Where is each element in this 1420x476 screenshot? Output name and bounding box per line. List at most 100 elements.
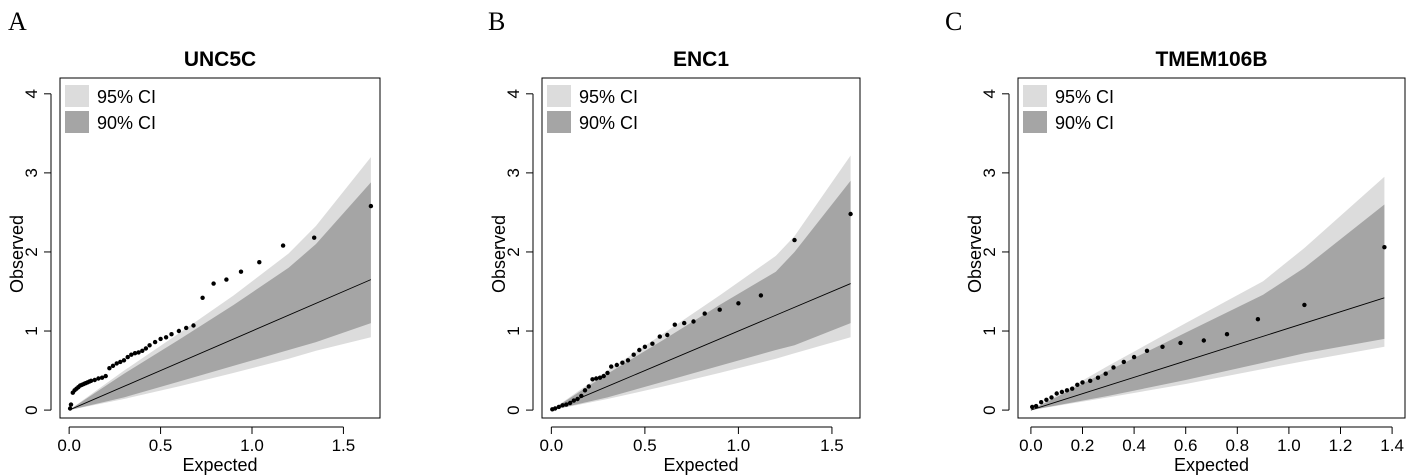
y-tick-label: 4 bbox=[504, 89, 523, 98]
data-point bbox=[620, 360, 625, 365]
panel-b: B ENC1 0.0 0.5 1.0 1.5 Expected 0 1 2 3 4 Observed 95… bbox=[488, 7, 861, 475]
legend-label-ci95: 95% CI bbox=[1055, 87, 1114, 107]
data-point bbox=[625, 358, 631, 363]
data-point bbox=[1121, 359, 1127, 365]
data-point bbox=[672, 322, 677, 327]
x-tick-label: 1.5 bbox=[332, 436, 356, 455]
data-point bbox=[567, 400, 573, 406]
data-point bbox=[736, 301, 741, 306]
data-point bbox=[1070, 386, 1075, 391]
reference-line bbox=[551, 283, 851, 411]
data-point bbox=[152, 339, 158, 345]
x-tick-label: 0.0 bbox=[57, 436, 81, 455]
data-point bbox=[1255, 317, 1261, 322]
panel-letter: C bbox=[945, 7, 962, 36]
x-tick-label: 1.0 bbox=[727, 436, 751, 455]
panel-letter: A bbox=[8, 7, 27, 36]
legend-label-ci90: 90% CI bbox=[1055, 113, 1114, 133]
data-point bbox=[103, 373, 108, 379]
data-point bbox=[594, 376, 599, 381]
data-point bbox=[169, 332, 174, 337]
data-point bbox=[163, 335, 169, 340]
data-point bbox=[605, 370, 610, 376]
data-point bbox=[1111, 365, 1116, 370]
data-point bbox=[1160, 344, 1165, 349]
x-tick-label: 0.5 bbox=[633, 436, 657, 455]
data-point bbox=[68, 402, 74, 407]
plot-frame bbox=[59, 77, 381, 419]
y-tick-label: 1 bbox=[980, 326, 999, 335]
data-point bbox=[238, 269, 244, 274]
data-point bbox=[614, 362, 619, 368]
data-point bbox=[758, 293, 764, 298]
data-point bbox=[590, 377, 595, 382]
data-point bbox=[1044, 397, 1049, 402]
data-point bbox=[637, 347, 642, 353]
data-point bbox=[200, 295, 205, 300]
data-point bbox=[158, 336, 163, 342]
data-point bbox=[702, 311, 707, 316]
data-point bbox=[1201, 338, 1207, 343]
y-axis-label: Observed bbox=[7, 215, 27, 293]
data-point bbox=[1039, 400, 1044, 405]
data-point bbox=[211, 281, 216, 286]
legend-label-ci90: 90% CI bbox=[579, 113, 638, 133]
y-tick-label: 4 bbox=[22, 89, 41, 98]
data-point bbox=[110, 363, 116, 368]
data-point bbox=[848, 211, 853, 217]
data-point bbox=[1178, 340, 1183, 346]
data-point bbox=[575, 396, 580, 402]
panel-a: A UNC5C 0.0 0.5 1.0 1.5 Expected 0 1 2 3 4 Observed 9… bbox=[7, 7, 381, 475]
x-tick-label: 1.5 bbox=[820, 436, 844, 455]
data-point bbox=[184, 325, 189, 331]
data-point bbox=[96, 376, 101, 381]
data-point bbox=[564, 402, 569, 407]
y-tick-label: 3 bbox=[22, 168, 41, 177]
data-point bbox=[1144, 348, 1150, 353]
legend-label-ci90: 90% CI bbox=[97, 113, 156, 133]
data-point bbox=[92, 377, 97, 383]
data-point bbox=[650, 341, 655, 346]
data-point bbox=[1059, 389, 1065, 395]
data-point bbox=[691, 319, 696, 324]
data-point bbox=[571, 398, 576, 403]
y-tick-label: 0 bbox=[504, 405, 523, 414]
data-point bbox=[280, 243, 286, 248]
data-point bbox=[114, 361, 119, 366]
data-point bbox=[121, 358, 127, 363]
data-point bbox=[601, 373, 606, 379]
data-point bbox=[552, 406, 558, 411]
legend-swatch-ci90 bbox=[547, 111, 571, 133]
x-tick-label: 0.5 bbox=[149, 436, 173, 455]
data-point bbox=[1095, 375, 1101, 380]
data-point bbox=[1224, 332, 1230, 337]
data-point bbox=[657, 334, 662, 339]
data-point bbox=[642, 344, 648, 349]
y-tick-label: 1 bbox=[22, 326, 41, 335]
data-point bbox=[1088, 378, 1093, 383]
legend-swatch-ci90 bbox=[1023, 111, 1047, 133]
data-point bbox=[1075, 382, 1080, 387]
data-point bbox=[143, 346, 149, 351]
data-point bbox=[792, 237, 797, 243]
legend-label-ci95: 95% CI bbox=[97, 87, 156, 107]
x-tick-label: 0.8 bbox=[1225, 436, 1249, 455]
data-point bbox=[140, 348, 145, 353]
data-point bbox=[88, 378, 94, 383]
data-point bbox=[129, 352, 134, 357]
data-point bbox=[1302, 302, 1307, 308]
data-point bbox=[556, 404, 561, 410]
data-point bbox=[582, 388, 588, 393]
data-point bbox=[1382, 245, 1387, 250]
legend-swatch-ci95 bbox=[65, 85, 89, 107]
data-point bbox=[1054, 391, 1059, 396]
data-point bbox=[1049, 395, 1054, 400]
y-tick-label: 4 bbox=[980, 89, 999, 98]
y-tick-label: 1 bbox=[504, 326, 523, 335]
x-axis-label: Expected bbox=[1174, 455, 1249, 475]
legend-label-ci95: 95% CI bbox=[579, 87, 638, 107]
data-point bbox=[224, 277, 229, 282]
panel-letter: B bbox=[488, 7, 505, 36]
y-tick-label: 3 bbox=[504, 168, 523, 177]
x-tick-label: 1.4 bbox=[1380, 436, 1404, 455]
